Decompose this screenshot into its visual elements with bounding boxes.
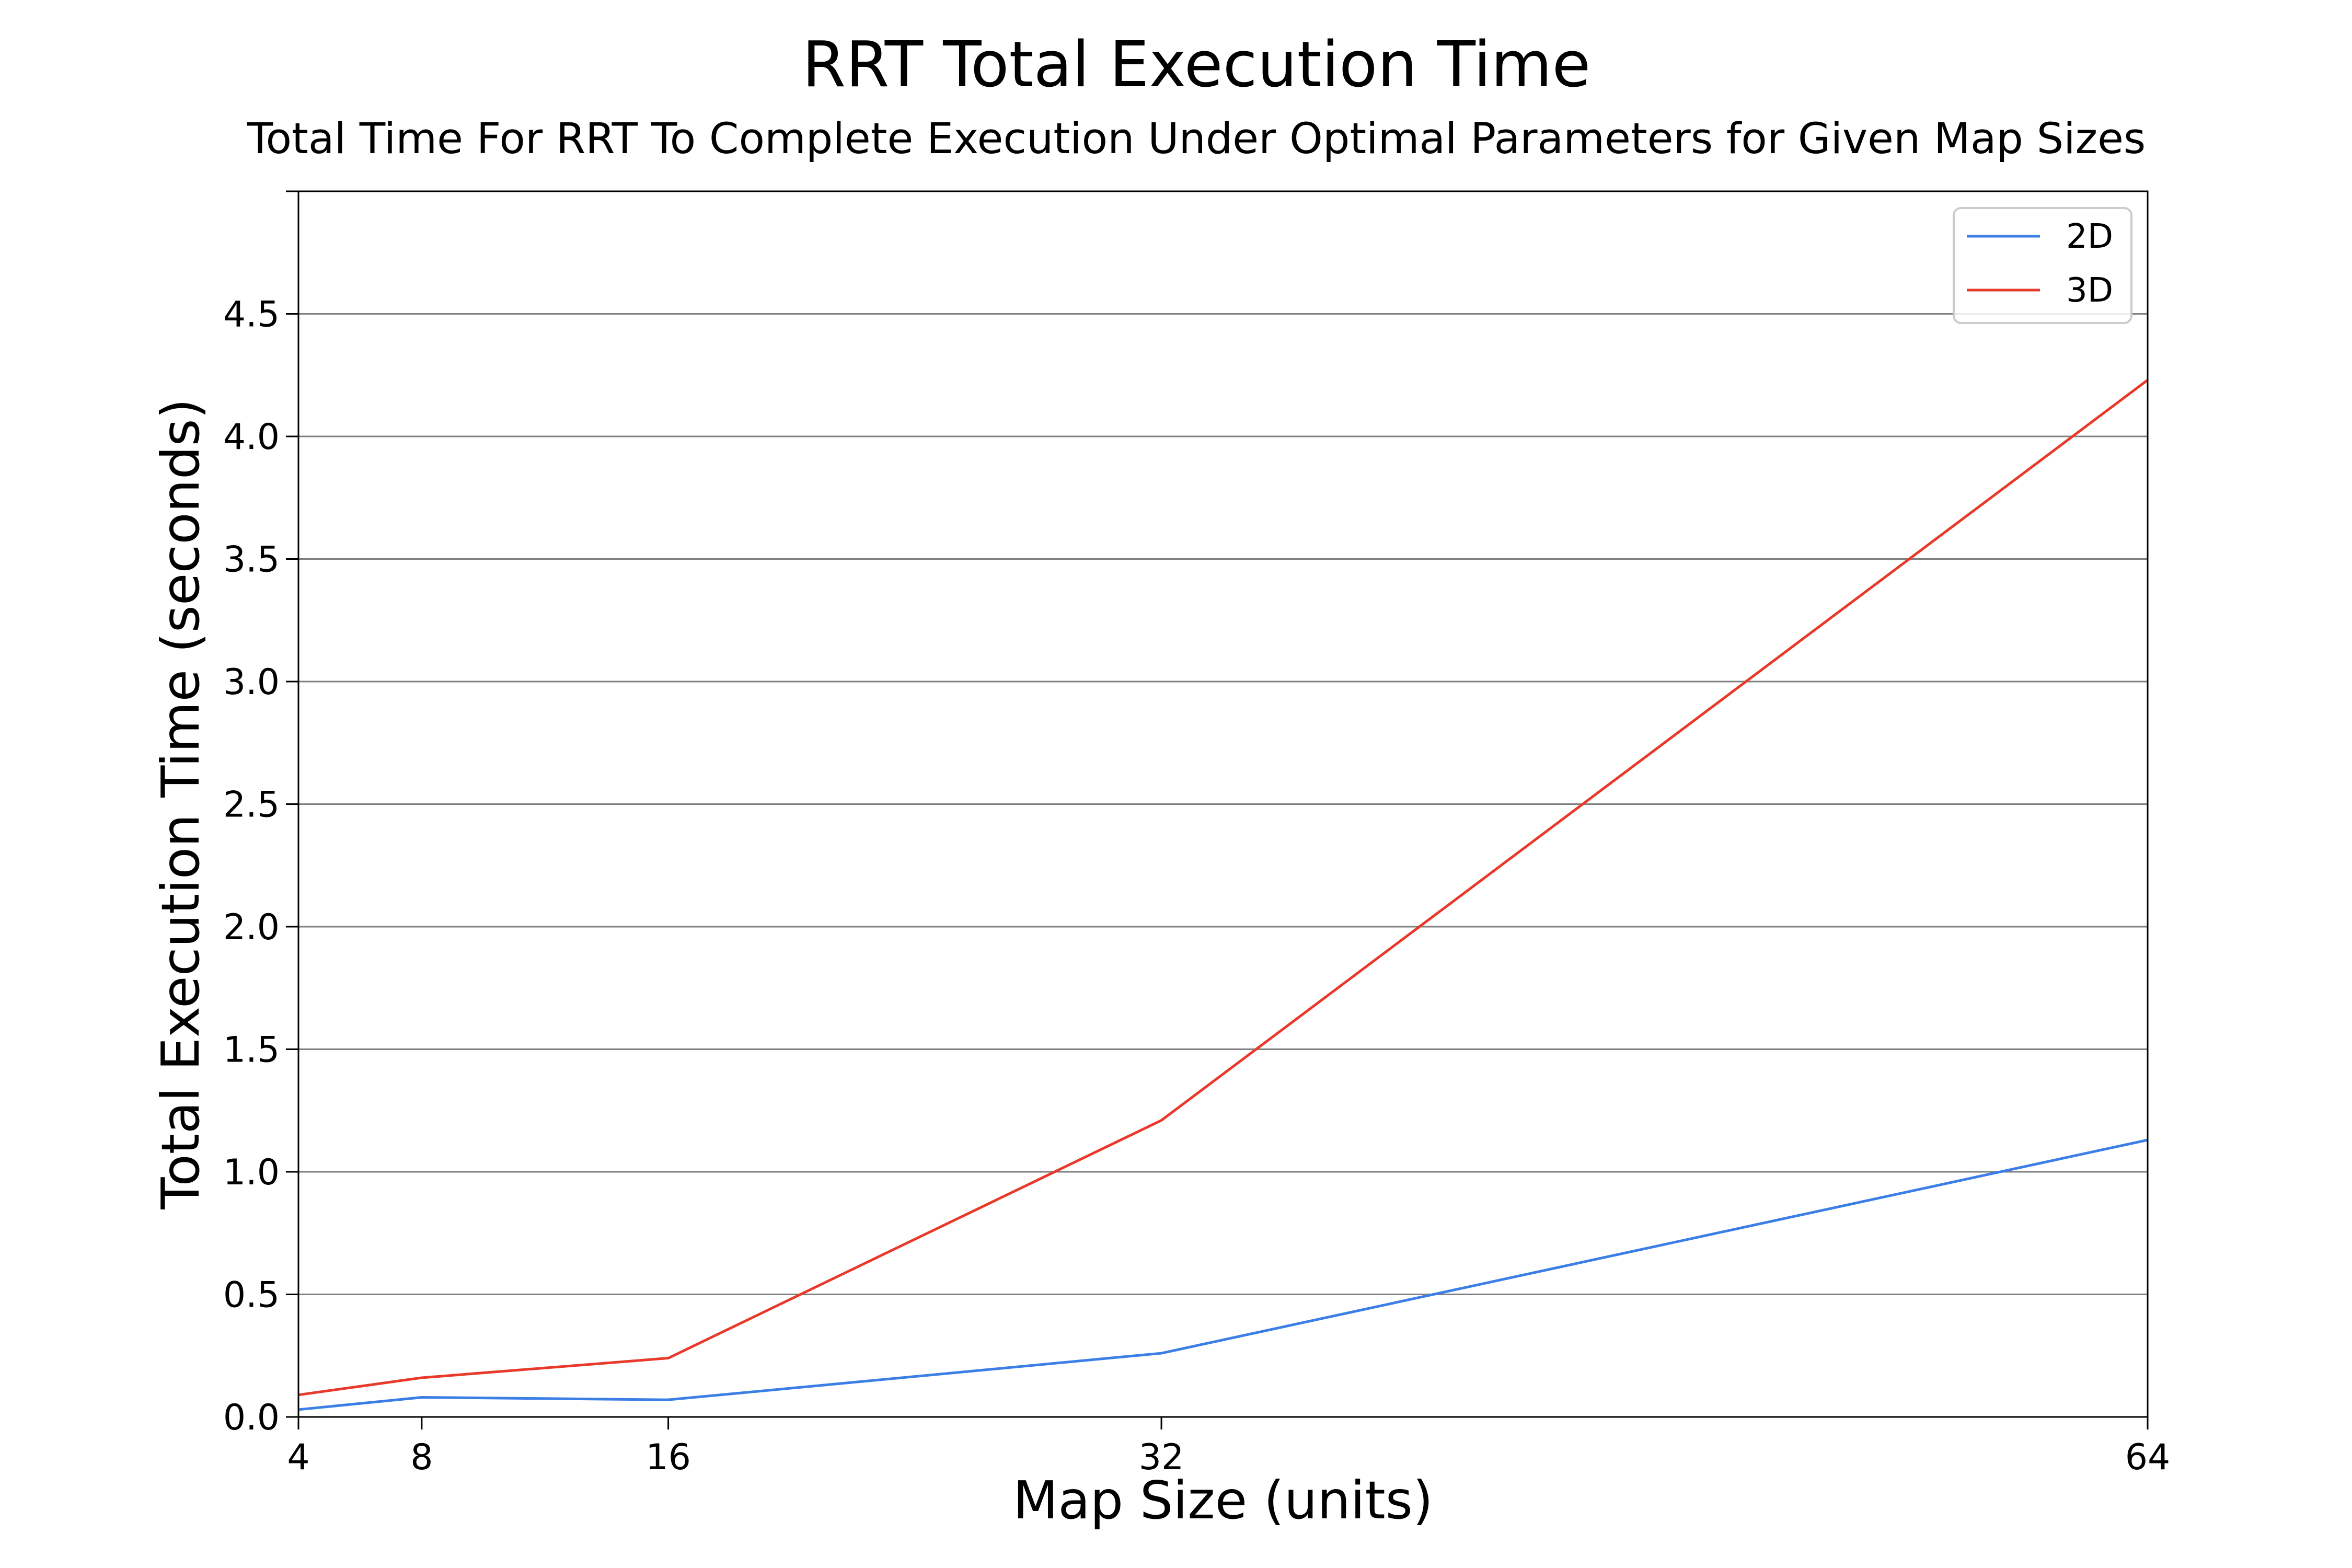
x-tick-label: 64	[2125, 1437, 2171, 1478]
y-axis-ticks: 0.0 0.5 1.0 1.5 2.0 2.5 3.0 3.5 4.0 4.5	[223, 190, 298, 1438]
y-tick-label: 0.5	[223, 1275, 280, 1316]
y-tick-label: 4.0	[223, 417, 280, 458]
chart-title: RRT Total Execution Time	[802, 29, 1591, 101]
x-axis-label: Map Size (units)	[1013, 1470, 1433, 1531]
y-gridlines	[298, 313, 2148, 1295]
y-tick-label: 3.5	[223, 539, 280, 581]
series-line-3d	[298, 379, 2149, 1397]
x-axis-ticks: 4 8 16 32 64	[287, 1417, 2170, 1478]
y-tick-label: 1.5	[223, 1030, 280, 1071]
y-tick-label: 2.5	[223, 785, 280, 826]
legend-label-2d: 2D	[2066, 217, 2113, 256]
legend: 2D 3D	[1953, 207, 2132, 324]
y-tick-label: 3.0	[223, 662, 280, 703]
x-tick-label: 8	[410, 1437, 433, 1478]
series-line-2d	[298, 1138, 2148, 1411]
x-tick-label: 16	[645, 1437, 691, 1478]
y-tick-label: 4.5	[223, 294, 280, 336]
series-lines	[298, 379, 2149, 1411]
y-tick-label: 2.0	[223, 907, 280, 948]
y-tick-label: 0.0	[223, 1397, 280, 1438]
chart-subtitle: Total Time For RRT To Complete Execution…	[247, 114, 2146, 164]
x-tick-label: 4	[287, 1437, 309, 1478]
x-tick-label: 32	[1139, 1437, 1184, 1478]
y-tick-label: 1.0	[223, 1152, 280, 1193]
legend-label-3d: 3D	[2066, 271, 2113, 310]
y-axis-label: Total Execution Time (seconds)	[150, 398, 211, 1209]
